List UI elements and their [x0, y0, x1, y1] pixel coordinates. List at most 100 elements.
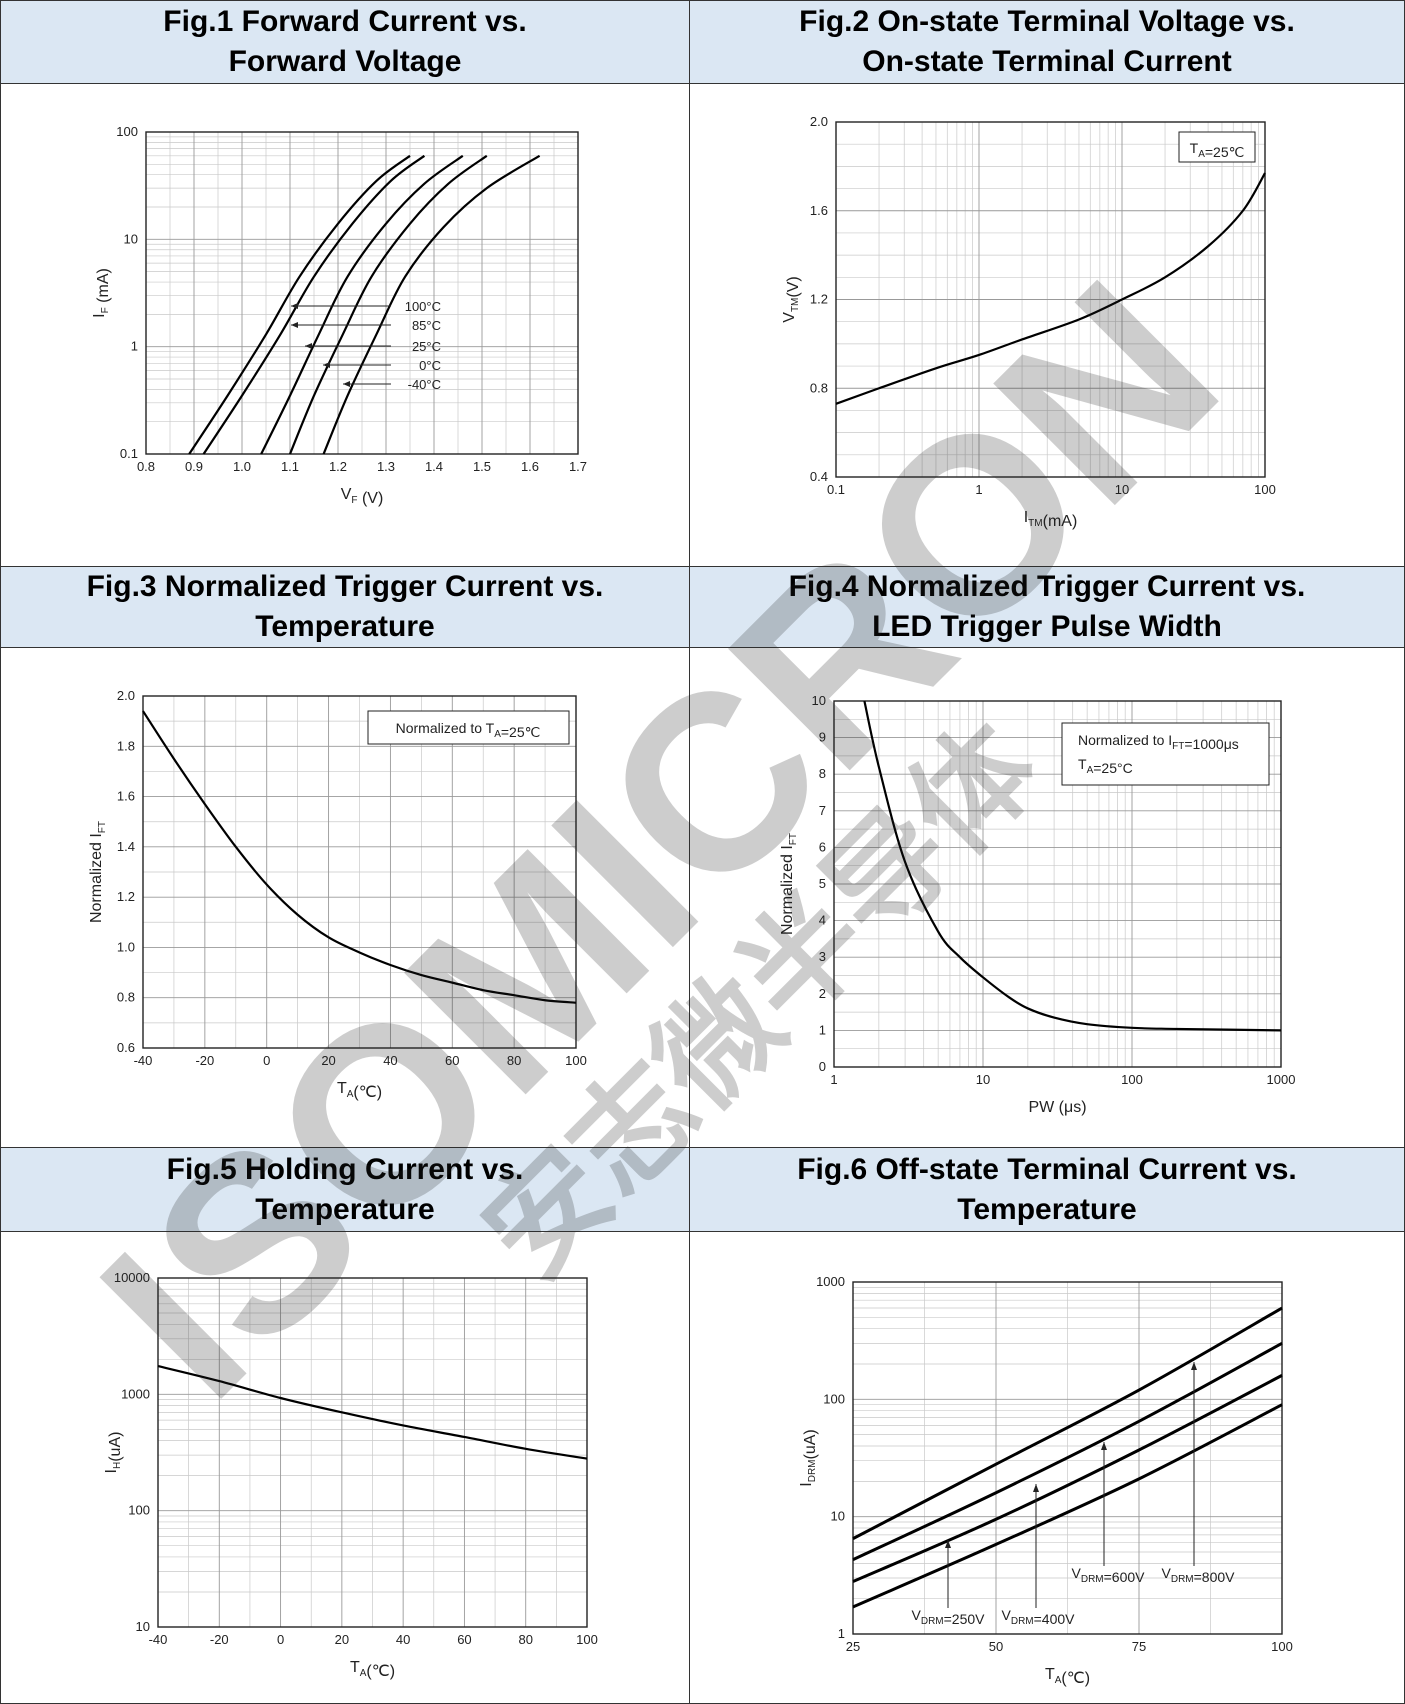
fig5-title-line1: Fig.5 Holding Current vs. — [166, 1152, 524, 1186]
x-tick-label: 0 — [263, 1053, 270, 1068]
y-tick-label: 5 — [819, 876, 826, 891]
y-tick-label: 0.8 — [810, 380, 828, 395]
y-tick-label: 1.6 — [117, 789, 135, 804]
x-tick-label: 80 — [518, 1632, 532, 1647]
fig5-header: Fig.5 Holding Current vs. Temperature — [0, 1147, 690, 1232]
y-axis-label-part: I — [103, 1469, 120, 1473]
legend-label: 25°C — [412, 339, 441, 354]
x-tick-label: 10 — [976, 1072, 990, 1087]
series-label-sub: DRM — [921, 1616, 944, 1627]
y-tick-label: 0.4 — [810, 469, 828, 484]
series-label-part: =400V — [1034, 1611, 1076, 1627]
x-tick-label: 100 — [576, 1632, 598, 1647]
series-line-3 — [260, 154, 464, 455]
x-axis-label-part: T — [1045, 1666, 1055, 1683]
series-line-4 — [288, 154, 488, 455]
fig4-cell: 1 10 100 1000 0 1 2 3 4 5 6 7 8 9 10 PW (μs) Normalized … — [689, 647, 1405, 1148]
y-axis-label-part: (uA) — [802, 1429, 819, 1459]
legend-label: -40°C — [408, 377, 441, 392]
x-tick-label: 100 — [1271, 1639, 1293, 1654]
annotation-box — [1178, 131, 1256, 163]
series-label-part: =800V — [1194, 1569, 1236, 1585]
fig2-cell: 0.1 1 10 100 0.4 0.8 1.2 1.6 2.0 ITM(mA) VTM(V) TA=… — [689, 83, 1405, 567]
legend-label: 0°C — [419, 358, 441, 373]
series-label-part: V — [912, 1607, 922, 1623]
y-axis-label-part: (uA) — [107, 1432, 124, 1462]
fig2-chart: 0.1 1 10 1000.40.81.21.62.0ITM(mA)VTM(V)TA=… — [781, 114, 1276, 530]
x-axis-label-sub: TM — [1028, 518, 1042, 529]
x-tick-label: 25 — [846, 1639, 860, 1654]
x-tick-label: 1.4 — [425, 459, 443, 474]
y-axis-label-part: Normalized — [779, 850, 796, 935]
chart-1: 0.8 0.9 1.0 1.1 1.2 1.3 1.4 1.5 1.6 1.7 0.1 1 10 100 V… — [91, 124, 587, 507]
x-axis-label: ITM(mA) — [1024, 509, 1078, 530]
fig4-header: Fig.4 Normalized Trigger Current vs. LED… — [689, 566, 1405, 648]
x-axis-label-part: V — [341, 486, 352, 503]
x-tick-label: -40 — [149, 1632, 168, 1647]
x-tick-label: 1 — [830, 1072, 837, 1087]
x-tick-label: 100 — [1254, 482, 1276, 497]
series-line-2 — [852, 1342, 1283, 1562]
x-tick-label: 20 — [335, 1632, 349, 1647]
y-tick-label: 0.1 — [120, 446, 138, 461]
series-label: VDRM=600V — [1072, 1565, 1146, 1585]
series-label-arrow — [1101, 1442, 1107, 1450]
x-tick-label: 60 — [445, 1053, 459, 1068]
series-line-3 — [852, 1374, 1283, 1583]
annotation-text-part: =25℃ — [501, 724, 540, 740]
fig6-chart: 25 50 75 1001101001000TA(℃)IDRM(uA)VDRM=800… — [798, 1274, 1293, 1687]
y-axis-label-part: I — [798, 1482, 815, 1486]
x-tick-label: 10 — [1115, 482, 1129, 497]
y-axis-label-part: I — [88, 833, 105, 837]
plot-frame — [145, 131, 579, 455]
y-tick-label: 1.0 — [117, 939, 135, 954]
fig4-title-line1: Fig.4 Normalized Trigger Current vs. — [788, 570, 1306, 603]
y-tick-label: 8 — [819, 766, 826, 781]
series-label-sub: DRM — [1171, 1574, 1194, 1585]
annotation-text-part: Normalized to — [1078, 732, 1168, 748]
annotation-text-part: I — [1168, 732, 1172, 748]
annotation-box — [1061, 722, 1270, 786]
series-label-part: V — [1002, 1607, 1012, 1623]
series-line-5 — [322, 154, 541, 455]
y-tick-label: 10 — [831, 1509, 845, 1524]
plot-frame — [833, 700, 1282, 1068]
y-tick-label: 10 — [812, 693, 826, 708]
annotation-box — [367, 710, 570, 745]
x-tick-label: 1.2 — [329, 459, 347, 474]
y-tick-label: 1.8 — [117, 738, 135, 753]
y-axis-label-part: I — [779, 845, 796, 849]
x-tick-label: -20 — [210, 1632, 229, 1647]
series-line-1 — [835, 172, 1266, 405]
series-line-1 — [188, 154, 411, 455]
x-axis-label-part: T — [337, 1080, 347, 1097]
x-tick-label: -20 — [195, 1053, 214, 1068]
y-axis-label: VTM(V) — [781, 276, 802, 322]
legend-arrow — [291, 303, 298, 309]
x-tick-label: 1.6 — [521, 459, 539, 474]
annotation-text-part: T — [1078, 756, 1087, 772]
annotation-text: TA=25°C — [1078, 756, 1133, 776]
plot-frame — [157, 1277, 588, 1628]
fig4-title-line2: LED Trigger Pulse Width — [872, 610, 1222, 643]
fig2-title-line2: On-state Terminal Current — [862, 45, 1232, 78]
y-tick-label: 3 — [819, 949, 826, 964]
fig1-chart: 0.8 0.9 1.0 1.1 1.2 1.3 1.4 1.5 1.6 1.7 0.1 1 10 100 V… — [91, 124, 587, 507]
annotation-text-part: T — [486, 720, 495, 736]
x-tick-label: 40 — [396, 1632, 410, 1647]
series-label-arrow — [945, 1540, 951, 1548]
series-label-part: =250V — [944, 1611, 986, 1627]
x-tick-label: 50 — [989, 1639, 1003, 1654]
series-line-1 — [142, 710, 577, 1004]
x-axis-label-part: (℃) — [353, 1084, 382, 1101]
fig5-title-line2: Temperature — [255, 1192, 435, 1226]
grid-minor — [146, 132, 578, 454]
plot-frame — [835, 121, 1266, 478]
x-axis-label: TA(℃) — [1045, 1666, 1090, 1687]
fig6-title-line1: Fig.6 Off-state Terminal Current vs. — [797, 1152, 1297, 1186]
x-axis-label-sub: A — [360, 1668, 367, 1679]
x-axis-label-part: (mA) — [1043, 513, 1078, 530]
y-axis-label-sub: F — [100, 307, 111, 313]
x-axis-label-sub: A — [1055, 1675, 1062, 1686]
